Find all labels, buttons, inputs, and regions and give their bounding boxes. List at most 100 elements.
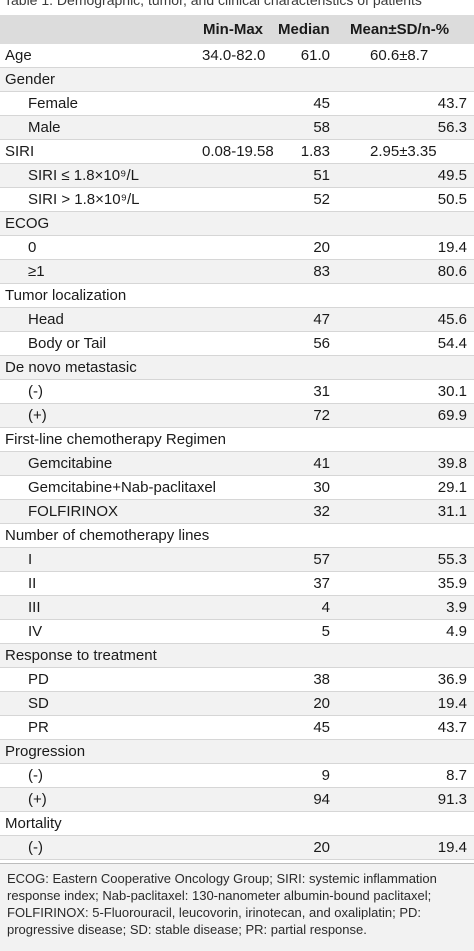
row-mean: 56.3 — [437, 119, 467, 136]
table-row: FOLFIRINOX 32 31.1 — [0, 500, 474, 524]
table-row: Progression — [0, 740, 474, 764]
row-label: PR — [28, 719, 49, 736]
row-label: (-) — [28, 383, 43, 400]
row-label: (+) — [28, 791, 47, 808]
table-header: Min-Max Median Mean±SD/n-% — [0, 15, 474, 44]
table-row: Number of chemotherapy lines — [0, 524, 474, 548]
row-median: 20 — [313, 239, 330, 256]
row-mean: 19.4 — [437, 695, 467, 712]
row-median: 56 — [313, 335, 330, 352]
row-label: Age — [5, 47, 32, 64]
row-minmax: 34.0-82.0 — [202, 47, 266, 64]
row-median: 38 — [313, 671, 330, 688]
row-label: SIRI — [5, 143, 35, 160]
table-row: Tumor localization — [0, 284, 474, 308]
row-median: 9 — [321, 767, 330, 784]
row-median: 4 — [321, 599, 330, 616]
table-row: Female 45 43.7 — [0, 92, 474, 116]
header-mean: Mean±SD/n-% — [350, 21, 450, 38]
row-median: 37 — [313, 575, 330, 592]
row-mean: 8.7 — [446, 767, 467, 784]
row-label: Head — [28, 311, 64, 328]
row-mean: 50.5 — [437, 191, 467, 208]
row-label: De novo metastasic — [5, 359, 137, 376]
table-row: Mortality — [0, 812, 474, 836]
row-minmax: 0.08-19.58 — [202, 143, 274, 160]
table-row: De novo metastasic — [0, 356, 474, 380]
row-median: 20 — [313, 695, 330, 712]
table-row: SIRI 0.08-19.58 1.83 2.95±3.35 — [0, 140, 474, 164]
table-row: I 57 55.3 — [0, 548, 474, 572]
row-label: II — [28, 575, 37, 592]
row-median: 94 — [313, 791, 330, 808]
row-label: Gemcitabine+Nab-paclitaxel — [28, 479, 217, 496]
row-label: Progression — [5, 743, 86, 760]
row-median: 61.0 — [300, 47, 330, 64]
row-label: Male — [28, 119, 61, 136]
row-label: PD — [28, 671, 49, 688]
table-row: SIRI > 1.8×10⁹/L 52 50.5 — [0, 188, 474, 212]
row-median: 30 — [313, 479, 330, 496]
row-label: FOLFIRINOX — [28, 503, 119, 520]
row-mean: 35.9 — [437, 575, 467, 592]
row-median: 1.83 — [300, 143, 330, 160]
row-median: 58 — [313, 119, 330, 136]
table-row: SD 20 19.4 — [0, 692, 474, 716]
table-row: Age 34.0-82.0 61.0 60.6±8.7 — [0, 44, 474, 68]
row-label: III — [28, 599, 41, 616]
row-mean: 45.6 — [437, 311, 467, 328]
table-row: First-line chemotherapy Regimen — [0, 428, 474, 452]
row-label: IV — [28, 623, 43, 640]
row-median: 45 — [313, 719, 330, 736]
table-row: Gender — [0, 68, 474, 92]
table-row: ECOG — [0, 212, 474, 236]
row-median: 41 — [313, 455, 330, 472]
row-mean: 29.1 — [437, 479, 467, 496]
row-label: Mortality — [5, 815, 62, 832]
table-row: (+) 94 91.3 — [0, 788, 474, 812]
row-label: (-) — [28, 767, 43, 784]
row-label: SIRI > 1.8×10⁹/L — [28, 191, 140, 208]
row-mean: 36.9 — [437, 671, 467, 688]
row-mean: 54.4 — [437, 335, 467, 352]
row-median: 47 — [313, 311, 330, 328]
table-row: SIRI ≤ 1.8×10⁹/L 51 49.5 — [0, 164, 474, 188]
row-label: ≥1 — [28, 263, 45, 280]
row-mean: 43.7 — [437, 719, 467, 736]
header-median: Median — [278, 21, 330, 38]
row-label: First-line chemotherapy Regimen — [5, 431, 226, 448]
table-row: Gemcitabine+Nab-paclitaxel 30 29.1 — [0, 476, 474, 500]
table-row: Head 47 45.6 — [0, 308, 474, 332]
row-label: (-) — [28, 839, 43, 856]
row-label: Number of chemotherapy lines — [5, 527, 210, 544]
table-row: III 4 3.9 — [0, 596, 474, 620]
row-mean: 2.95±3.35 — [370, 143, 437, 160]
row-mean: 19.4 — [437, 839, 467, 856]
table-row: (-) 20 19.4 — [0, 836, 474, 860]
row-median: 20 — [313, 839, 330, 856]
row-label: Gender — [5, 71, 56, 88]
table-row: Response to treatment — [0, 644, 474, 668]
row-mean: 4.9 — [446, 623, 467, 640]
row-mean: 55.3 — [437, 551, 467, 568]
table-row: Male 58 56.3 — [0, 116, 474, 140]
row-mean: 39.8 — [437, 455, 467, 472]
table-caption: Table 1. Demographic, tumor, and clinica… — [4, 0, 422, 8]
header-minmax: Min-Max — [203, 21, 263, 38]
table-row: ≥1 83 80.6 — [0, 260, 474, 284]
row-label: I — [28, 551, 33, 568]
table-row: PR 45 43.7 — [0, 716, 474, 740]
row-mean: 60.6±8.7 — [370, 47, 429, 64]
table-footnote: ECOG: Eastern Cooperative Oncology Group… — [0, 863, 474, 951]
row-label: Body or Tail — [28, 335, 107, 352]
table-row: (+) 72 69.9 — [0, 404, 474, 428]
table-row: PD 38 36.9 — [0, 668, 474, 692]
row-label: SD — [28, 695, 49, 712]
row-mean: 80.6 — [437, 263, 467, 280]
row-mean: 31.1 — [437, 503, 467, 520]
row-median: 83 — [313, 263, 330, 280]
table-row: IV 5 4.9 — [0, 620, 474, 644]
table-row: (-) 31 30.1 — [0, 380, 474, 404]
table-body: Age 34.0-82.0 61.0 60.6±8.7 Gender Female 45 43… — [0, 44, 474, 884]
row-median: 5 — [321, 623, 330, 640]
